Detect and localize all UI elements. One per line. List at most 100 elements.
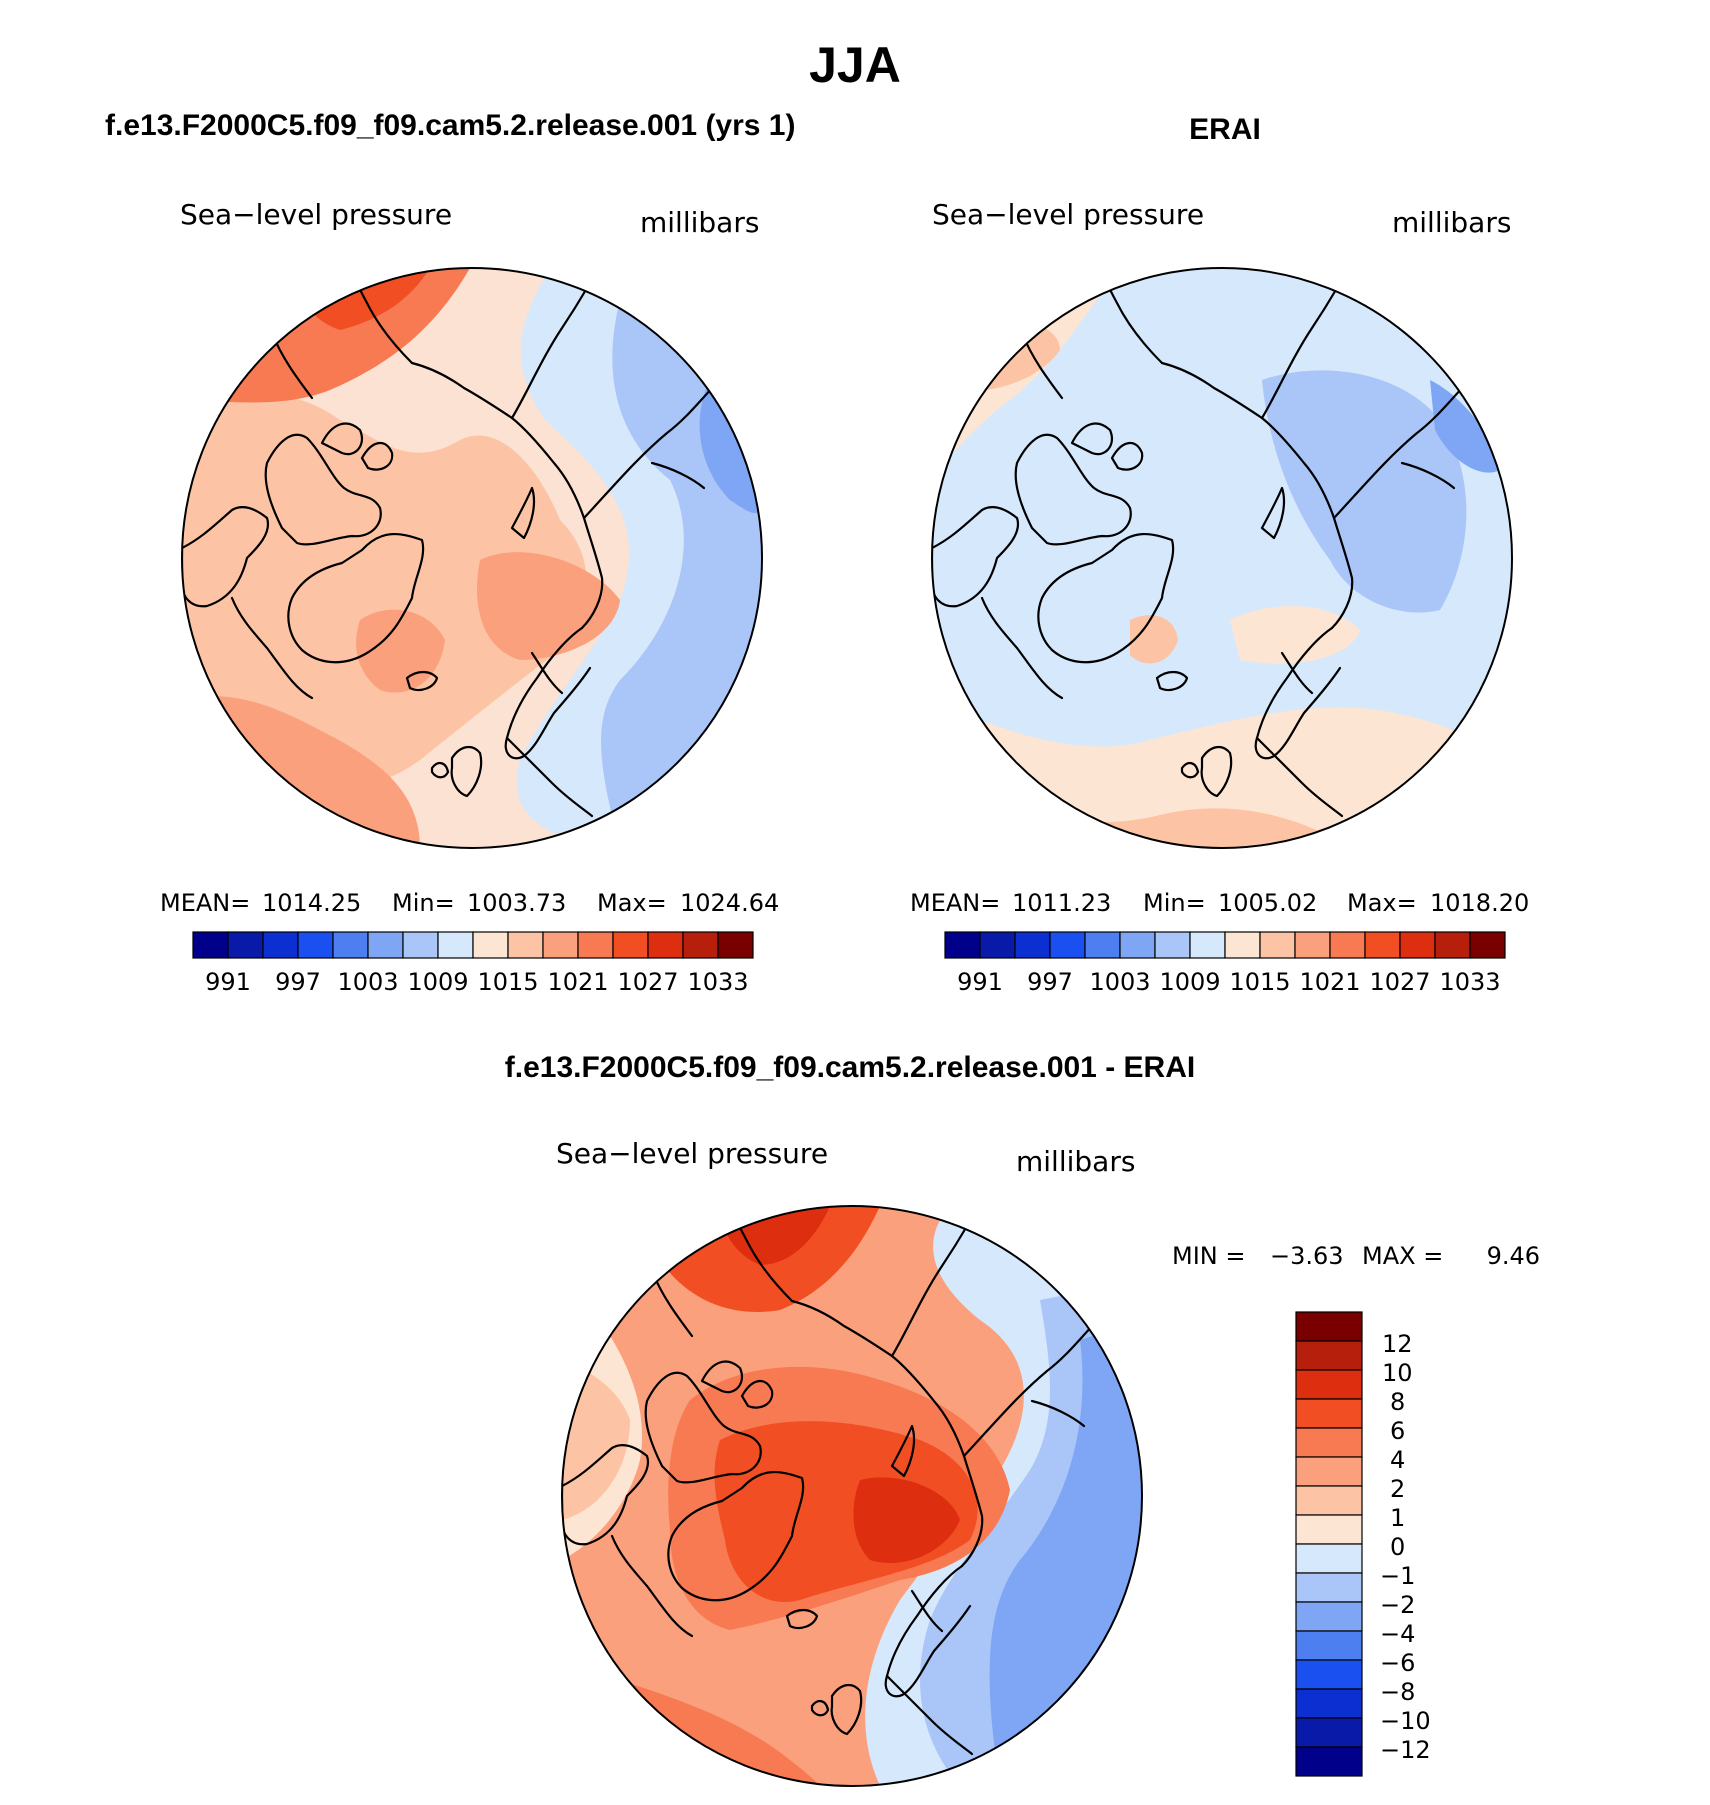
cbar-c-label: 2	[1390, 1475, 1405, 1503]
diff-min-label: MIN =	[1172, 1242, 1245, 1270]
cbar-b-label: 1003	[1089, 968, 1150, 996]
diff-colorbar-labels: 12 10 8 6 4 2 1 0 −1 −2 −4 −6 −8 −10 −12	[1380, 1330, 1431, 1764]
cbar-c-label: 8	[1390, 1388, 1405, 1416]
cbar-c-label: 4	[1390, 1446, 1405, 1474]
diff-right-label: millibars	[1016, 1145, 1135, 1178]
colorbar-swatch	[1259, 931, 1296, 959]
colorbar-swatch	[1329, 931, 1366, 959]
panel-a-max-value: 1024.64	[680, 889, 779, 917]
colorbar-swatch	[1295, 1688, 1363, 1719]
panel-b-map	[931, 267, 1513, 849]
panel-b-colorbar-labels: 991 997 1003 1009 1015 1021 1027 1033	[957, 968, 1500, 996]
colorbar-swatch	[944, 931, 981, 959]
cbar-c-label: 10	[1382, 1359, 1413, 1387]
colorbar-swatch	[1119, 931, 1156, 959]
cbar-c-label: −12	[1380, 1736, 1431, 1764]
cbar-c-label: −10	[1380, 1707, 1431, 1735]
map-c-red4-greenland	[760, 1536, 820, 1599]
colorbar-swatch	[577, 931, 614, 959]
colorbar-swatch	[647, 931, 684, 959]
panel-a-stats: MEAN= 1014.25 Min= 1003.73 Max= 1024.64	[160, 889, 779, 917]
map-b-peach-middle	[1230, 606, 1360, 664]
cbar-b-label: 991	[957, 968, 1003, 996]
panel-a-left-label: Sea−level pressure	[180, 198, 452, 231]
colorbar-swatch	[227, 931, 264, 959]
cbar-b-label: 997	[1027, 968, 1073, 996]
panel-b-mean-label: MEAN=	[910, 889, 1000, 917]
map-a-orange-region	[182, 391, 587, 794]
colorbar-swatch	[1154, 931, 1191, 959]
map-c-red3-center	[853, 1477, 960, 1564]
panel-b-min-label: Min=	[1143, 889, 1206, 917]
diff-max-label: MAX =	[1362, 1242, 1443, 1270]
colorbar-swatch	[1295, 1340, 1363, 1371]
cbar-b-label: 1027	[1369, 968, 1430, 996]
colorbar-swatch	[717, 931, 754, 959]
colorbar-swatch	[1189, 931, 1226, 959]
colorbar-swatch	[1295, 1369, 1363, 1400]
diff-panel-title: f.e13.F2000C5.f09_f09.cam5.2.release.001…	[505, 1051, 1195, 1084]
panel-b-min-value: 1005.02	[1218, 889, 1317, 917]
cbar-c-label: −2	[1380, 1591, 1415, 1619]
colorbar-swatch	[1295, 1717, 1363, 1748]
cbar-b-label: 1021	[1299, 968, 1360, 996]
colorbar-swatch	[1224, 931, 1261, 959]
page-title: JJA	[809, 37, 901, 93]
diff-colorbar	[1295, 1311, 1363, 1777]
cbar-a-label: 1009	[407, 968, 468, 996]
colorbar-swatch	[1049, 931, 1086, 959]
cbar-a-label: 1027	[617, 968, 678, 996]
colorbar-swatch	[1295, 1601, 1363, 1632]
colorbar-swatch	[1434, 931, 1471, 959]
cbar-c-label: 1	[1390, 1504, 1405, 1532]
panel-a-max-label: Max=	[597, 889, 667, 917]
diff-min-value: −3.63	[1270, 1242, 1344, 1270]
cbar-c-label: 6	[1390, 1417, 1405, 1445]
colorbar-swatch	[1295, 1514, 1363, 1545]
panel-b-colorbar	[944, 931, 1506, 959]
panel-a-mean-label: MEAN=	[160, 889, 250, 917]
map-a-border	[181, 267, 763, 849]
colorbar-swatch	[1295, 1543, 1363, 1574]
cbar-b-label: 1009	[1159, 968, 1220, 996]
colorbar-swatch	[979, 931, 1016, 959]
colorbar-swatch	[1295, 1311, 1363, 1342]
cbar-a-label: 1015	[477, 968, 538, 996]
panel-a-min-value: 1003.73	[467, 889, 566, 917]
colorbar-swatch	[297, 931, 334, 959]
colorbar-swatch	[1364, 931, 1401, 959]
colorbar-swatch	[1294, 931, 1331, 959]
panel-a-right-label: millibars	[640, 206, 759, 239]
colorbar-swatch	[1295, 1630, 1363, 1661]
colorbar-swatch	[1295, 1659, 1363, 1690]
colorbar-swatch	[472, 931, 509, 959]
cbar-c-label: 12	[1382, 1330, 1413, 1358]
cbar-a-label: 991	[205, 968, 251, 996]
panel-b-max-label: Max=	[1347, 889, 1417, 917]
panel-b-mean-value: 1011.23	[1012, 889, 1111, 917]
colorbar-swatch	[1014, 931, 1051, 959]
map-b-blue-east	[1262, 370, 1467, 613]
colorbar-swatch	[612, 931, 649, 959]
panel-a-mean-value: 1014.25	[262, 889, 361, 917]
diff-map	[561, 1205, 1143, 1787]
map-b-greenland-patch	[1130, 615, 1178, 664]
panel-a-map	[181, 267, 763, 849]
cbar-c-label: −1	[1380, 1562, 1415, 1590]
cbar-a-label: 997	[275, 968, 321, 996]
colorbar-swatch	[542, 931, 579, 959]
cbar-c-label: −6	[1380, 1649, 1415, 1677]
cbar-b-label: 1033	[1439, 968, 1500, 996]
colorbar-swatch	[1295, 1746, 1363, 1777]
colorbar-swatch	[192, 931, 229, 959]
cbar-a-label: 1033	[687, 968, 748, 996]
cbar-c-label: −4	[1380, 1620, 1415, 1648]
diff-max-value: 9.46	[1487, 1242, 1540, 1270]
map-c-border	[561, 1205, 1143, 1787]
colorbar-swatch	[1399, 931, 1436, 959]
panel-b-left-label: Sea−level pressure	[932, 198, 1204, 231]
cbar-b-label: 1015	[1229, 968, 1290, 996]
map-b-border	[931, 267, 1513, 849]
colorbar-swatch	[367, 931, 404, 959]
